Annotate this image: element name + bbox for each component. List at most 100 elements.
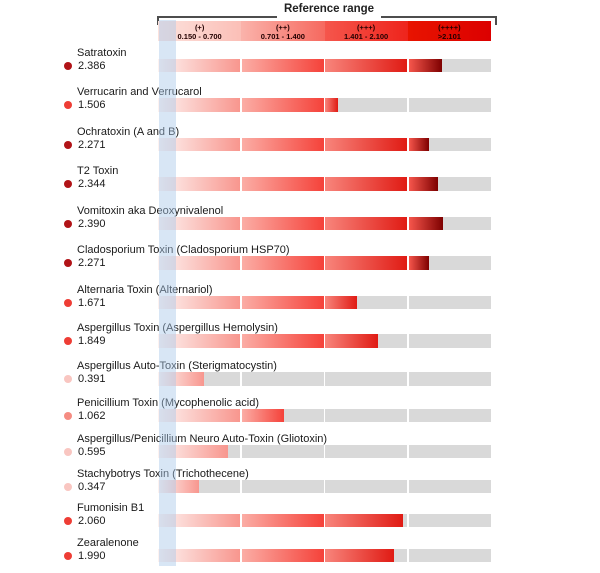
range-label: 1.401 - 2.100 [344,31,389,41]
bar-segment [408,513,491,527]
bar-segment [158,479,241,493]
bar-segment [325,408,408,422]
bar-fill [158,548,241,562]
toxin-row: Aspergillus/Penicillium Neuro Auto-Toxin… [0,433,600,459]
bar-fill [325,334,378,348]
toxin-label: Zearalenone [77,536,139,549]
result-dot [64,447,72,456]
result-dot [64,298,72,307]
bar-segment [158,372,241,386]
result-value: 2.271 [78,138,106,151]
range-label: >2.101 [437,31,461,41]
bar-segment [241,372,324,386]
bar-fill [325,98,338,112]
toxin-row: Vomitoxin aka Deoxynivalenol 2.390 [0,205,600,231]
result-bar-track [158,216,491,230]
bar-fill [241,548,324,562]
toxin-row: Aspergillus Toxin (Aspergillus Hemolysin… [0,322,600,348]
bar-fill [241,295,324,309]
bar-segment [325,58,408,72]
result-bar-track [158,444,491,458]
bar-fill [325,137,408,151]
result-value: 1.671 [78,296,106,309]
bar-fill [158,408,241,422]
toxin-row: Alternaria Toxin (Alternariol) 1.671 [0,284,600,310]
bar-segment [325,137,408,151]
result-bar-line: 0.391 [0,372,600,386]
result-dot [64,219,72,228]
toxin-label: Cladosporium Toxin (Cladosporium HSP70) [77,244,290,256]
result-dot [64,337,72,345]
bar-fill [158,98,241,112]
result-dot [64,482,72,491]
bar-segment [325,548,408,562]
bar-segment [241,58,324,72]
bar-segment [325,513,408,527]
result-bar-track [158,334,491,348]
toxin-label: Aspergillus/Penicillium Neuro Auto-Toxin… [77,432,328,445]
toxin-row: Satratoxin 2.386 [0,47,600,73]
bar-segment [158,58,241,72]
result-value: 1.990 [78,549,106,562]
result-dot [64,516,72,525]
bar-fill [158,137,241,151]
bar-fill [408,58,443,72]
result-bar-line: 1.062 [0,408,600,422]
bar-segment [241,177,324,191]
bar-segment [408,177,491,191]
bar-fill [158,58,241,72]
bar-fill [408,137,429,151]
bar-segment [241,216,324,230]
result-bar-track [158,137,491,151]
result-value: 0.391 [78,373,106,385]
reference-range-title: Reference range [283,3,375,15]
bar-segment [408,256,491,270]
result-value: 2.271 [78,257,106,269]
toxin-row: Verrucarin and Verrucarol 1.506 [0,86,600,112]
grade-label: (+++) [357,22,376,32]
toxin-label: Stachybotrys Toxin (Trichothecene) [77,467,249,480]
result-dot [64,180,72,188]
result-bar-track [158,479,491,493]
bar-fill [408,216,443,230]
result-value: 1.849 [78,335,106,347]
result-bar-line: 0.347 [0,479,600,493]
toxin-label: Vomitoxin aka Deoxynivalenol [77,204,224,217]
toxin-row: T2 Toxin 2.344 [0,165,600,191]
result-bar-track [158,408,491,422]
bar-fill [241,137,324,151]
bar-segment [241,444,324,458]
bar-fill [325,513,403,527]
bar-segment [241,334,324,348]
bar-segment [408,548,491,562]
header-segment-1: (+) 0.150 - 0.700 [158,21,242,41]
bar-segment [408,137,491,151]
result-dot [64,411,72,420]
bar-fill [241,256,324,270]
result-value: 1.062 [78,409,106,422]
bar-fill [158,295,241,309]
bar-segment [408,444,491,458]
bar-fill [158,513,241,527]
bar-segment [158,548,241,562]
bar-segment [241,295,324,309]
result-value: 0.347 [78,480,106,493]
bar-segment [325,295,408,309]
bar-segment [325,479,408,493]
toxin-label: Aspergillus Toxin (Aspergillus Hemolysin… [77,322,278,334]
bar-fill [241,216,324,230]
bar-segment [408,372,491,386]
bar-segment [158,513,241,527]
result-value: 1.506 [78,99,106,111]
header-segment-3: (+++) 1.401 - 2.100 [324,21,408,41]
bar-fill [241,177,324,191]
range-label: 0.150 - 0.700 [177,31,222,41]
toxin-label: Aspergillus Auto-Toxin (Sterigmatocystin… [77,360,277,372]
bar-segment [158,177,241,191]
toxin-label: Ochratoxin (A and B) [77,125,180,138]
bar-fill [158,444,228,458]
bar-segment [408,479,491,493]
reference-range-header: (+) 0.150 - 0.700 (++) 0.701 - 1.400 (++… [158,21,491,41]
bar-segment [325,98,408,112]
toxin-row: Fumonisin B1 2.060 [0,502,600,528]
